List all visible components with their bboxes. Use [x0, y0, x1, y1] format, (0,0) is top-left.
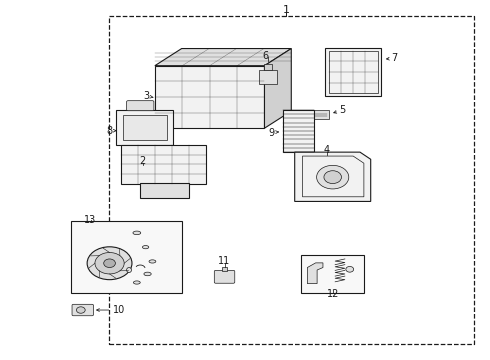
Circle shape — [346, 266, 354, 272]
Text: 8: 8 — [106, 126, 113, 136]
Bar — [116, 111, 173, 145]
Polygon shape — [155, 49, 291, 66]
Bar — [109, 16, 474, 344]
Circle shape — [324, 171, 342, 184]
Bar — [155, 66, 265, 128]
Ellipse shape — [144, 272, 151, 276]
Circle shape — [104, 259, 116, 267]
Bar — [283, 110, 314, 152]
FancyBboxPatch shape — [214, 270, 235, 283]
Text: 4: 4 — [324, 145, 330, 156]
Bar — [259, 70, 277, 84]
Ellipse shape — [149, 260, 156, 263]
Ellipse shape — [133, 281, 140, 284]
Bar — [71, 221, 182, 293]
Bar — [221, 267, 227, 271]
Text: 10: 10 — [113, 305, 125, 315]
Polygon shape — [265, 49, 291, 128]
Circle shape — [317, 165, 349, 189]
Ellipse shape — [143, 246, 149, 249]
Text: 6: 6 — [263, 51, 269, 61]
Text: 2: 2 — [140, 157, 146, 166]
Bar — [264, 64, 272, 70]
Bar — [325, 48, 381, 96]
Bar — [121, 145, 206, 184]
Bar — [140, 183, 189, 198]
FancyBboxPatch shape — [126, 101, 154, 111]
Circle shape — [95, 252, 124, 274]
Ellipse shape — [126, 267, 131, 273]
Circle shape — [87, 247, 132, 280]
Text: 1: 1 — [283, 5, 290, 15]
FancyBboxPatch shape — [72, 304, 94, 316]
Text: 12: 12 — [326, 289, 339, 299]
Polygon shape — [294, 152, 371, 202]
Text: 7: 7 — [392, 53, 398, 63]
Ellipse shape — [133, 231, 141, 235]
Polygon shape — [307, 263, 323, 284]
Bar — [329, 51, 377, 93]
Text: 3: 3 — [144, 91, 149, 101]
Circle shape — [76, 307, 85, 313]
Text: 11: 11 — [219, 256, 231, 266]
Text: 9: 9 — [268, 128, 274, 138]
Text: 13: 13 — [84, 215, 97, 225]
Text: 5: 5 — [339, 105, 345, 115]
Polygon shape — [312, 111, 329, 119]
Bar — [122, 115, 167, 140]
Bar — [301, 255, 365, 293]
